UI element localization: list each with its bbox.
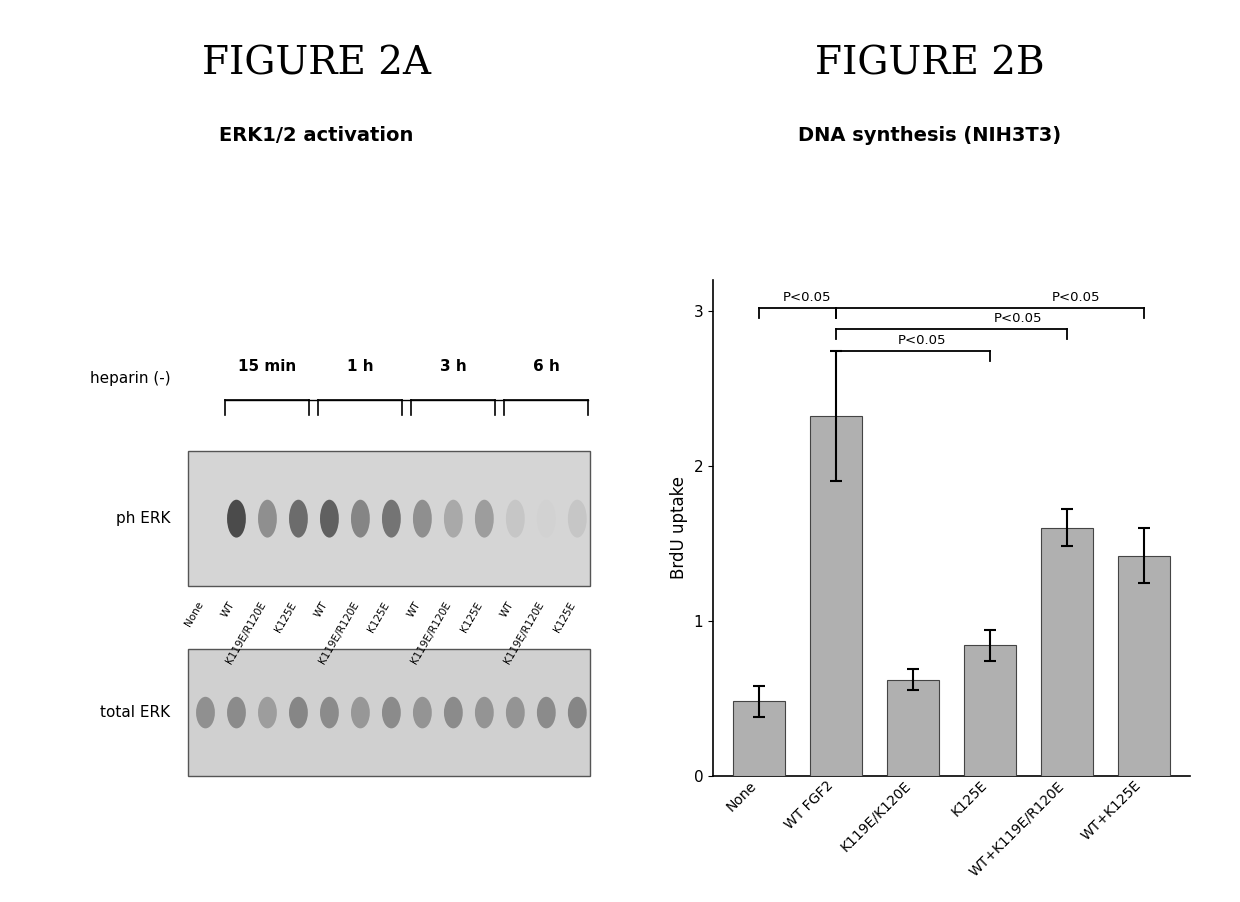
- Text: K119E/R120E: K119E/R120E: [502, 600, 547, 666]
- Ellipse shape: [289, 696, 308, 729]
- Text: ERK1/2 activation: ERK1/2 activation: [219, 126, 413, 145]
- Text: K125E: K125E: [459, 600, 485, 633]
- Ellipse shape: [351, 500, 370, 538]
- Text: P<0.05: P<0.05: [782, 290, 831, 304]
- Text: K125E: K125E: [552, 600, 578, 633]
- Ellipse shape: [289, 500, 308, 538]
- Text: FIGURE 2B: FIGURE 2B: [815, 45, 1045, 82]
- Text: total ERK: total ERK: [100, 705, 171, 720]
- Ellipse shape: [227, 696, 246, 729]
- Text: DNA synthesis (NIH3T3): DNA synthesis (NIH3T3): [799, 126, 1061, 145]
- Ellipse shape: [537, 500, 556, 538]
- Bar: [963, 646, 1017, 776]
- Text: P<0.05: P<0.05: [994, 312, 1043, 326]
- Ellipse shape: [506, 500, 525, 538]
- Ellipse shape: [444, 500, 463, 538]
- Bar: [810, 416, 862, 776]
- Text: K119E/R120E: K119E/R120E: [316, 600, 361, 666]
- Ellipse shape: [227, 500, 246, 538]
- Ellipse shape: [413, 696, 432, 729]
- Bar: [887, 679, 940, 776]
- Text: WT: WT: [405, 600, 423, 619]
- Ellipse shape: [413, 500, 432, 538]
- Ellipse shape: [258, 696, 277, 729]
- Y-axis label: BrdU uptake: BrdU uptake: [670, 476, 688, 579]
- Bar: [1042, 528, 1094, 776]
- Ellipse shape: [382, 500, 401, 538]
- Text: FIGURE 2A: FIGURE 2A: [202, 45, 430, 82]
- Text: ph ERK: ph ERK: [117, 511, 171, 526]
- Text: K125E: K125E: [273, 600, 299, 633]
- Text: WT: WT: [498, 600, 516, 619]
- Bar: [188, 451, 590, 586]
- Text: None: None: [184, 600, 206, 629]
- Ellipse shape: [475, 500, 494, 538]
- Ellipse shape: [568, 696, 587, 729]
- Text: K119E/R120E: K119E/R120E: [409, 600, 454, 666]
- Ellipse shape: [196, 696, 215, 729]
- Text: 15 min: 15 min: [238, 359, 296, 374]
- Ellipse shape: [351, 696, 370, 729]
- Ellipse shape: [506, 696, 525, 729]
- Text: 3 h: 3 h: [440, 359, 466, 374]
- Text: 1 h: 1 h: [347, 359, 373, 374]
- Ellipse shape: [382, 696, 401, 729]
- Text: 6 h: 6 h: [533, 359, 559, 374]
- Ellipse shape: [537, 696, 556, 729]
- Ellipse shape: [258, 500, 277, 538]
- Text: WT: WT: [219, 600, 237, 619]
- Text: heparin (-): heparin (-): [89, 372, 171, 386]
- Text: K125E: K125E: [366, 600, 392, 633]
- Bar: [1118, 556, 1171, 776]
- Text: P<0.05: P<0.05: [898, 334, 946, 347]
- Ellipse shape: [444, 696, 463, 729]
- Bar: [188, 649, 590, 776]
- Ellipse shape: [475, 696, 494, 729]
- Ellipse shape: [568, 500, 587, 538]
- Text: WT: WT: [312, 600, 330, 619]
- Text: K119E/R120E: K119E/R120E: [223, 600, 268, 666]
- Text: P<0.05: P<0.05: [1052, 290, 1100, 304]
- Ellipse shape: [320, 500, 339, 538]
- Bar: [733, 702, 785, 776]
- Ellipse shape: [320, 696, 339, 729]
